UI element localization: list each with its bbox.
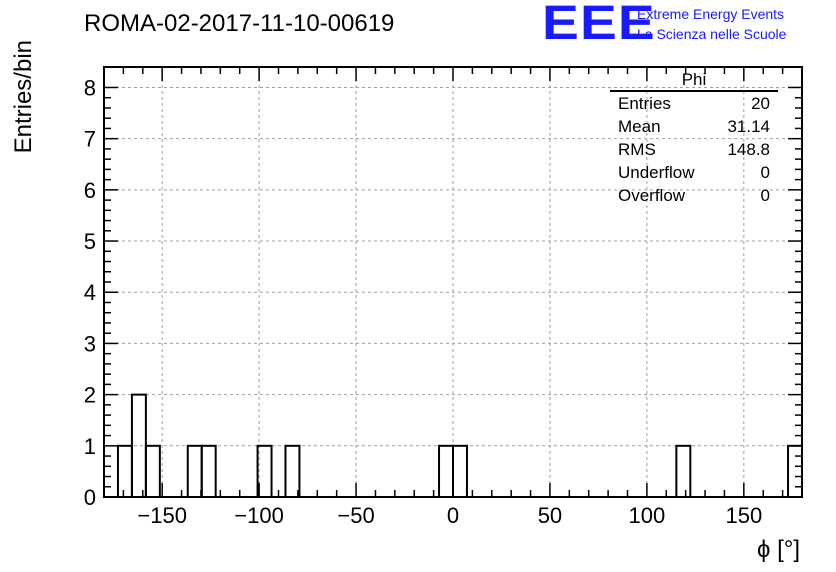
stats-box: Phi Entries 20 Mean 31.14 RMS 148.8 Unde…	[610, 70, 778, 207]
y-tick-label: 8	[84, 75, 96, 100]
x-tick-label: −50	[337, 503, 374, 528]
histogram-bin	[200, 444, 217, 498]
stats-value: 0	[760, 186, 770, 205]
histogram-bin	[438, 444, 455, 498]
stats-label: RMS	[618, 140, 656, 159]
stats-value: 0	[760, 163, 770, 182]
stats-box-title: Phi	[610, 70, 778, 92]
y-tick-label: 7	[84, 127, 96, 152]
stats-value: 31.14	[727, 117, 770, 136]
histogram-bin	[144, 444, 161, 498]
stats-row-overflow: Overflow 0	[610, 184, 778, 207]
stats-row-rms: RMS 148.8	[610, 138, 778, 161]
logo-caption: Extreme Energy Events La Scienza nelle S…	[637, 4, 786, 44]
y-tick-label: 4	[84, 280, 96, 305]
logo-caption-line2: La Scienza nelle Scuole	[637, 26, 787, 42]
y-tick-label: 0	[84, 485, 96, 510]
stats-row-underflow: Underflow 0	[610, 161, 778, 184]
stats-row-mean: Mean 31.14	[610, 115, 778, 138]
stats-label: Entries	[618, 94, 671, 113]
y-tick-label: 2	[84, 383, 96, 408]
y-tick-label: 6	[84, 178, 96, 203]
x-axis-label: ϕ [°]	[757, 536, 800, 563]
stats-label: Overflow	[618, 186, 686, 205]
x-tick-label: −150	[137, 503, 187, 528]
x-tick-label: 50	[538, 503, 562, 528]
histogram-bin	[116, 444, 133, 498]
y-tick-label: 3	[84, 331, 96, 356]
histogram-bin	[787, 444, 803, 498]
x-tick-label: 100	[629, 503, 666, 528]
stats-label: Mean	[618, 117, 661, 136]
run-title: ROMA-02-2017-11-10-00619	[84, 10, 395, 37]
stats-row-entries: Entries 20	[610, 92, 778, 115]
x-tick-label: 0	[447, 503, 459, 528]
y-axis-label: Entries/bin	[10, 40, 37, 153]
y-tick-label: 1	[84, 434, 96, 459]
stats-value: 20	[751, 94, 770, 113]
histogram-bin	[452, 444, 468, 498]
histogram-bin	[284, 444, 301, 498]
eee-logo: EEE	[542, 0, 656, 50]
stats-value: 148.8	[727, 140, 770, 159]
histogram-bin	[186, 444, 203, 498]
x-tick-label: 150	[725, 503, 762, 528]
y-tick-label: 5	[84, 229, 96, 254]
stats-label: Underflow	[618, 163, 695, 182]
histogram-bin	[675, 444, 692, 498]
x-tick-label: −100	[234, 503, 284, 528]
logo-caption-line1: Extreme Energy Events	[637, 6, 785, 22]
